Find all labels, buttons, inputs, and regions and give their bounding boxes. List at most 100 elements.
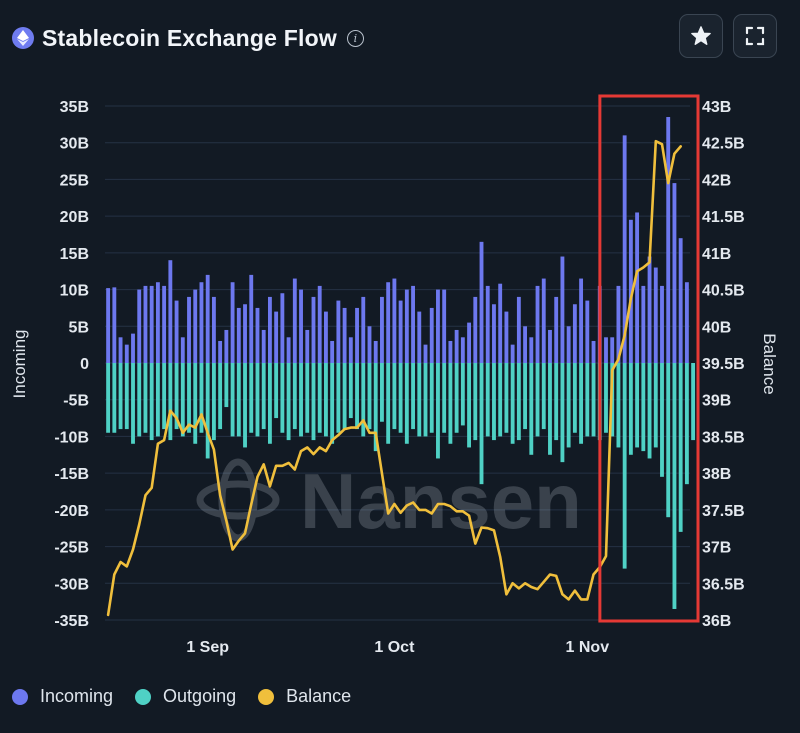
incoming-bar [460, 337, 465, 363]
watermark-text: Nansen [300, 457, 582, 545]
favorite-button[interactable] [679, 14, 723, 58]
incoming-bar [504, 311, 509, 363]
incoming-bar [249, 274, 254, 363]
legend-label: Balance [286, 686, 352, 706]
outgoing-bar [535, 363, 540, 437]
outgoing-bar [647, 363, 652, 459]
x-tick-label: 1 Oct [374, 639, 415, 656]
outgoing-bar [255, 363, 260, 437]
incoming-bar [224, 329, 229, 363]
y2-tick-label: 39.5B [702, 356, 745, 373]
incoming-bar [473, 296, 478, 363]
outgoing-bar [261, 363, 266, 430]
outgoing-bar [187, 363, 191, 433]
outgoing-bar [224, 363, 229, 408]
outgoing-bar [143, 363, 148, 433]
y-axis-label: Incoming [10, 330, 29, 399]
outgoing-bar [572, 363, 577, 433]
incoming-bar [292, 278, 297, 363]
incoming-bar [155, 282, 160, 363]
y-tick-label: -5B [63, 393, 89, 410]
incoming-bar [479, 241, 484, 363]
outgoing-bar [380, 363, 384, 422]
incoming-bar [211, 296, 216, 363]
y-tick-label: 20B [60, 209, 89, 226]
incoming-bar [604, 337, 608, 363]
legend-label: Incoming [40, 686, 114, 706]
outgoing-bar [417, 363, 422, 437]
outgoing-bar [560, 363, 565, 463]
legend-item-balance[interactable]: Balance [258, 686, 351, 707]
outgoing-bar [635, 363, 640, 448]
outgoing-bar [249, 363, 254, 433]
incoming-bar [218, 340, 223, 363]
y2-tick-label: 38B [702, 466, 731, 483]
outgoing-bar [510, 363, 515, 444]
bar-series [106, 117, 696, 609]
outgoing-bar [529, 363, 534, 455]
y-tick-label: -25B [54, 540, 89, 557]
incoming-bar [684, 282, 689, 363]
y-tick-label: -30B [54, 576, 89, 593]
outgoing-bar [386, 363, 391, 444]
outgoing-bar [485, 363, 490, 437]
incoming-bar [199, 282, 204, 363]
incoming-bar [485, 285, 490, 363]
y2-tick-label: 40.5B [702, 283, 745, 300]
incoming-bar [243, 304, 247, 363]
incoming-bar [672, 183, 677, 363]
outgoing-bar [180, 363, 185, 437]
incoming-bar [336, 300, 341, 363]
y2-tick-label: 37B [702, 540, 731, 557]
incoming-bar [205, 274, 210, 363]
legend-item-outgoing[interactable]: Outgoing [135, 686, 236, 707]
outgoing-bar [118, 363, 123, 430]
chart-header: Stablecoin Exchange Flow i [12, 18, 364, 58]
outgoing-bar [504, 363, 509, 433]
outgoing-bar [168, 363, 173, 441]
incoming-bar [193, 289, 198, 363]
outgoing-bar [205, 363, 210, 459]
outgoing-bar [162, 363, 167, 430]
star-icon [691, 26, 711, 45]
incoming-bar [236, 307, 241, 363]
outgoing-bar [678, 363, 683, 532]
y2-tick-label: 41.5B [702, 209, 745, 226]
outgoing-bar [324, 363, 328, 437]
fullscreen-button[interactable] [733, 14, 777, 58]
outgoing-bar [348, 363, 353, 419]
incoming-bar [554, 296, 559, 363]
x-axis: 1 Sep 1 Oct 1 Nov [186, 639, 609, 656]
outgoing-bar [523, 363, 528, 430]
incoming-bar [541, 278, 546, 363]
outgoing-bar [516, 363, 521, 441]
incoming-bar [510, 344, 515, 363]
legend-item-incoming[interactable]: Incoming [12, 686, 113, 707]
incoming-bar [112, 287, 117, 363]
incoming-bar [367, 326, 372, 363]
incoming-bar [548, 329, 552, 363]
info-icon[interactable]: i [346, 29, 364, 47]
incoming-bar [572, 304, 577, 363]
y-tick-label: 25B [60, 172, 89, 189]
incoming-bar [267, 296, 272, 363]
incoming-bar [274, 311, 279, 363]
outgoing-bar [498, 363, 503, 437]
outgoing-bar [199, 363, 204, 433]
outgoing-bar [666, 363, 671, 518]
y2-tick-label: 36B [702, 613, 731, 630]
incoming-bar [666, 117, 671, 363]
outgoing-bar [236, 363, 241, 437]
outgoing-bar [479, 363, 484, 485]
outgoing-bar [124, 363, 129, 430]
outgoing-bar [274, 363, 279, 419]
incoming-bar [355, 307, 359, 363]
incoming-bar [168, 260, 173, 363]
y-tick-label: 15B [60, 246, 89, 263]
outgoing-bar [243, 363, 247, 448]
y-tick-label: 30B [60, 136, 89, 153]
incoming-bar [498, 283, 503, 363]
incoming-bar [317, 285, 322, 363]
incoming-bar [174, 300, 179, 363]
incoming-bar [299, 289, 303, 363]
